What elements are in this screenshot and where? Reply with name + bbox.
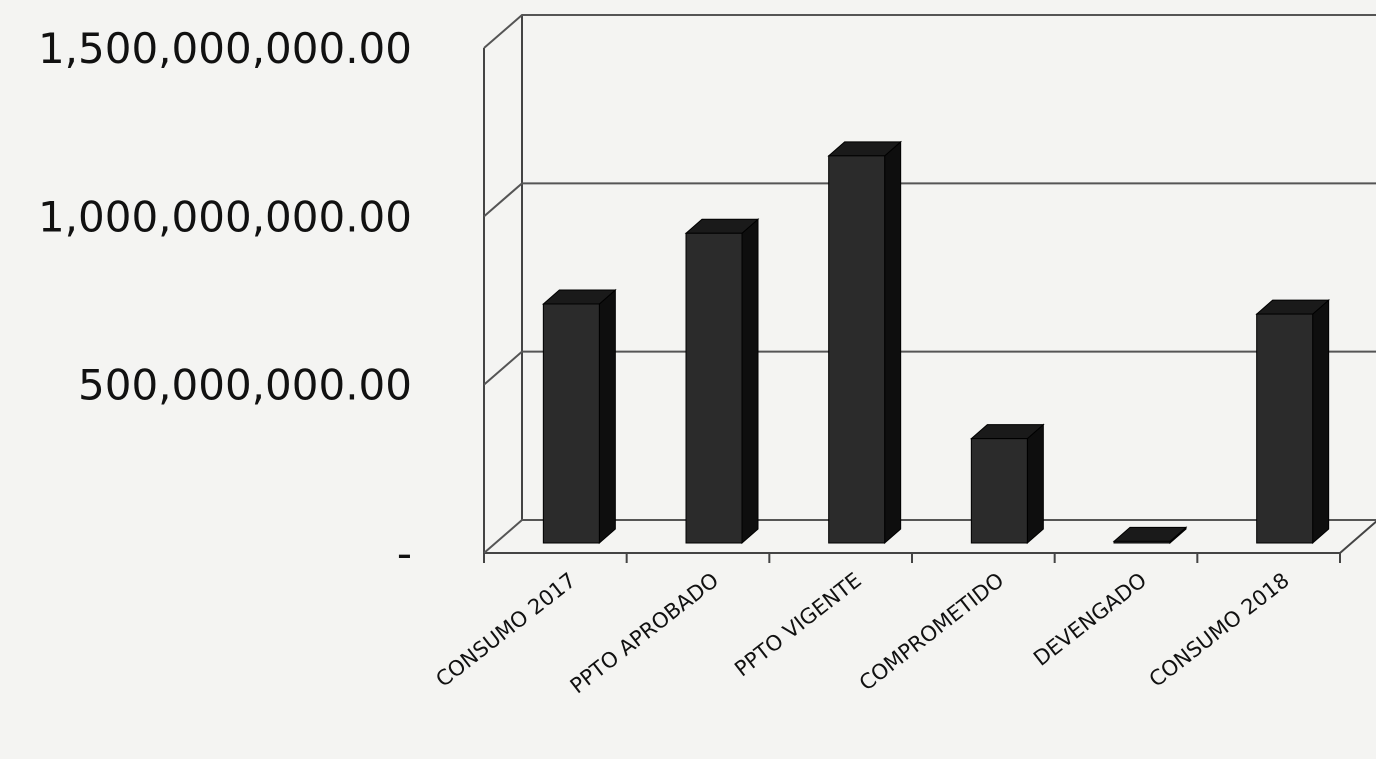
x-tick-label: CONSUMO 2018 [1145,568,1294,692]
axes-group [483,14,1376,563]
y-tick-label: - [397,529,412,578]
bar-front [970,438,1028,544]
bar-side [884,140,902,545]
gridline [483,182,1376,218]
x-tick-label: CONSUMO 2017 [431,568,580,692]
bar-front [542,303,600,544]
y-tick-label: 1,500,000,000.00 [38,24,412,73]
bar-top [1112,526,1188,542]
bar [970,423,1045,545]
y-tick-label: 1,000,000,000.00 [38,192,412,241]
gridline [483,519,1376,554]
bar [684,218,760,545]
x-tick-label: PPTO APROBADO [566,568,723,698]
gridline [483,14,1376,49]
bar-side [1026,423,1044,545]
bar [1112,526,1188,545]
bar-front [828,155,886,544]
bar-side [741,218,759,545]
bar [827,140,902,545]
bar-front [1256,313,1314,544]
bar-front [685,232,743,544]
x-tick-label: PPTO VIGENTE [730,568,866,681]
labels-group: - 500,000,000.00 1,000,000,000.00 1,500,000… [38,24,1294,698]
x-tick-label: COMPROMETIDO [855,568,1009,695]
floor-right-edge [1339,520,1376,554]
bar-side [1312,298,1330,545]
gridline [483,350,1376,386]
bars-group [542,140,1330,545]
bar-front [1113,540,1171,544]
bar-side [598,288,616,545]
x-tick-label: DEVENGADO [1029,568,1151,671]
bar [1255,298,1330,545]
bar [542,288,617,545]
y-tick-label: 500,000,000.00 [78,361,412,410]
